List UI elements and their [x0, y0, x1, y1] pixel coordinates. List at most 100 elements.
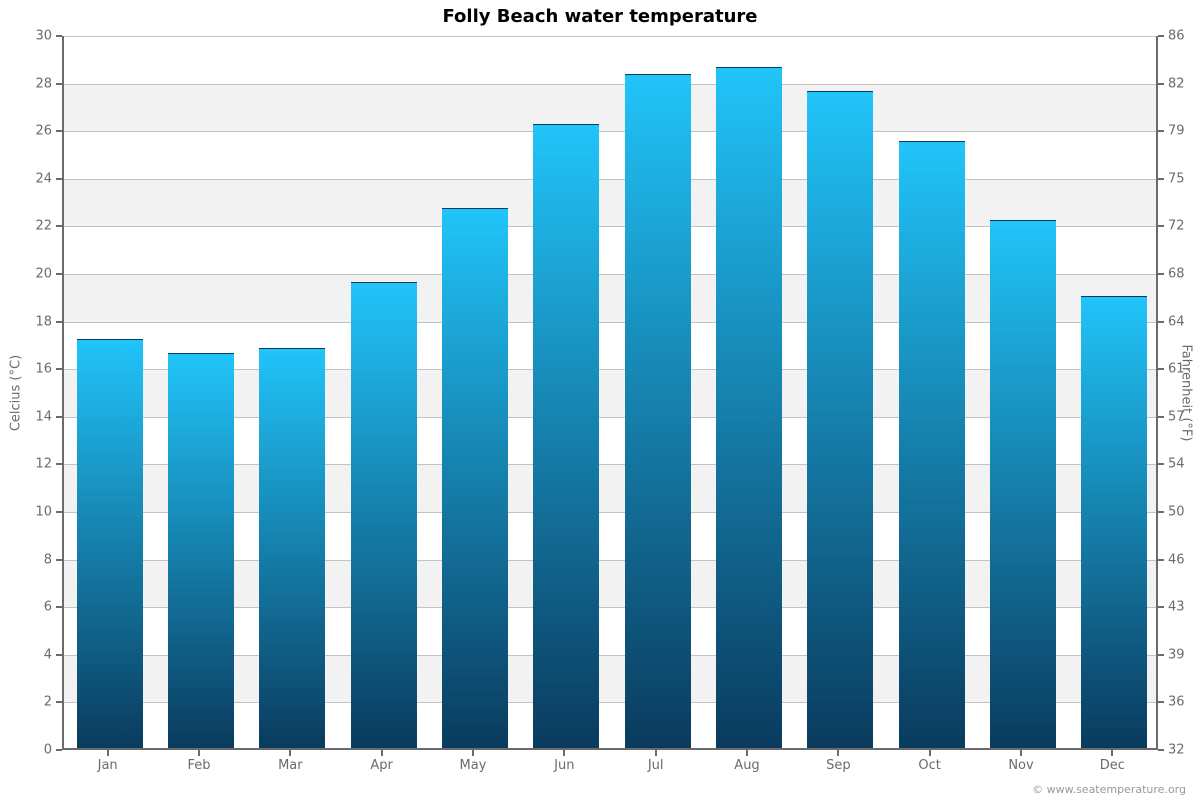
y-right-tick-label: 50 — [1168, 505, 1185, 520]
bar — [351, 282, 417, 748]
y-left-tick-mark — [56, 273, 62, 275]
y-right-tick-label: 61 — [1168, 362, 1185, 377]
y-left-tick-label: 28 — [0, 76, 52, 91]
bar — [899, 141, 965, 748]
y-right-tick-mark — [1158, 35, 1164, 37]
x-tick-mark — [746, 750, 748, 756]
x-tick-mark — [381, 750, 383, 756]
y-right-tick-label: 32 — [1168, 743, 1185, 758]
y-left-tick-label: 12 — [0, 457, 52, 472]
bar — [442, 208, 508, 748]
gridline — [64, 36, 1156, 37]
x-tick-mark — [929, 750, 931, 756]
credit-text: © www.seatemperature.org — [1032, 783, 1186, 796]
y-right-tick-label: 75 — [1168, 171, 1185, 186]
y-right-tick-mark — [1158, 225, 1164, 227]
y-left-tick-label: 24 — [0, 171, 52, 186]
x-tick-label: Aug — [734, 758, 759, 773]
y-left-tick-label: 6 — [0, 600, 52, 615]
y-right-tick-label: 36 — [1168, 695, 1185, 710]
x-tick-mark — [472, 750, 474, 756]
y-left-tick-mark — [56, 416, 62, 418]
x-tick-label: Apr — [370, 758, 393, 773]
y-left-tick-label: 18 — [0, 314, 52, 329]
x-tick-mark — [289, 750, 291, 756]
y-right-tick-mark — [1158, 511, 1164, 513]
bar — [77, 339, 143, 748]
x-tick-label: May — [460, 758, 487, 773]
y-right-tick-label: 57 — [1168, 409, 1185, 424]
y-left-tick-label: 16 — [0, 362, 52, 377]
x-tick-mark — [1111, 750, 1113, 756]
x-tick-label: Nov — [1008, 758, 1033, 773]
x-tick-label: Feb — [187, 758, 210, 773]
bar — [990, 220, 1056, 748]
y-left-tick-mark — [56, 130, 62, 132]
y-left-tick-label: 4 — [0, 647, 52, 662]
plot-area — [62, 36, 1158, 750]
y-left-tick-label: 22 — [0, 219, 52, 234]
y-left-tick-label: 20 — [0, 267, 52, 282]
x-tick-label: Jul — [648, 758, 664, 773]
y-right-tick-mark — [1158, 463, 1164, 465]
y-axis-right-label: Fahrenheit (°F) — [1179, 345, 1194, 442]
bar — [168, 353, 234, 748]
chart-container: Folly Beach water temperature Celcius (°… — [0, 0, 1200, 800]
y-right-tick-label: 68 — [1168, 267, 1185, 282]
y-right-tick-label: 79 — [1168, 124, 1185, 139]
x-tick-mark — [107, 750, 109, 756]
x-tick-label: Dec — [1100, 758, 1125, 773]
y-left-tick-label: 8 — [0, 552, 52, 567]
x-tick-mark — [837, 750, 839, 756]
y-left-tick-label: 14 — [0, 409, 52, 424]
x-tick-mark — [198, 750, 200, 756]
y-left-tick-mark — [56, 225, 62, 227]
y-right-tick-label: 39 — [1168, 647, 1185, 662]
y-right-tick-label: 72 — [1168, 219, 1185, 234]
bar — [1081, 296, 1147, 748]
y-right-tick-mark — [1158, 654, 1164, 656]
y-left-tick-mark — [56, 654, 62, 656]
y-right-tick-label: 54 — [1168, 457, 1185, 472]
x-tick-label: Mar — [278, 758, 303, 773]
y-left-tick-mark — [56, 749, 62, 751]
y-right-tick-mark — [1158, 178, 1164, 180]
y-left-tick-label: 30 — [0, 29, 52, 44]
y-right-tick-mark — [1158, 130, 1164, 132]
y-left-tick-label: 2 — [0, 695, 52, 710]
y-right-tick-label: 46 — [1168, 552, 1185, 567]
y-left-tick-mark — [56, 321, 62, 323]
x-tick-mark — [563, 750, 565, 756]
bar — [716, 67, 782, 748]
x-tick-mark — [655, 750, 657, 756]
y-right-tick-mark — [1158, 701, 1164, 703]
x-tick-label: Jun — [554, 758, 574, 773]
bar — [533, 124, 599, 748]
x-tick-mark — [1020, 750, 1022, 756]
y-left-tick-label: 0 — [0, 743, 52, 758]
y-right-tick-mark — [1158, 749, 1164, 751]
chart-title: Folly Beach water temperature — [0, 6, 1200, 27]
y-right-tick-mark — [1158, 321, 1164, 323]
y-right-tick-label: 64 — [1168, 314, 1185, 329]
y-left-tick-mark — [56, 368, 62, 370]
bar — [625, 74, 691, 748]
y-left-tick-mark — [56, 463, 62, 465]
y-left-tick-mark — [56, 606, 62, 608]
y-left-tick-mark — [56, 701, 62, 703]
y-left-tick-mark — [56, 83, 62, 85]
bar — [259, 348, 325, 748]
x-tick-label: Jan — [98, 758, 118, 773]
grid-band — [64, 84, 1156, 132]
y-right-tick-label: 43 — [1168, 600, 1185, 615]
gridline — [64, 84, 1156, 85]
y-left-tick-mark — [56, 35, 62, 37]
bar — [807, 91, 873, 748]
y-left-tick-mark — [56, 511, 62, 513]
y-right-tick-mark — [1158, 368, 1164, 370]
y-right-tick-mark — [1158, 606, 1164, 608]
gridline — [64, 179, 1156, 180]
y-right-tick-mark — [1158, 273, 1164, 275]
y-right-tick-label: 82 — [1168, 76, 1185, 91]
x-tick-label: Oct — [918, 758, 940, 773]
